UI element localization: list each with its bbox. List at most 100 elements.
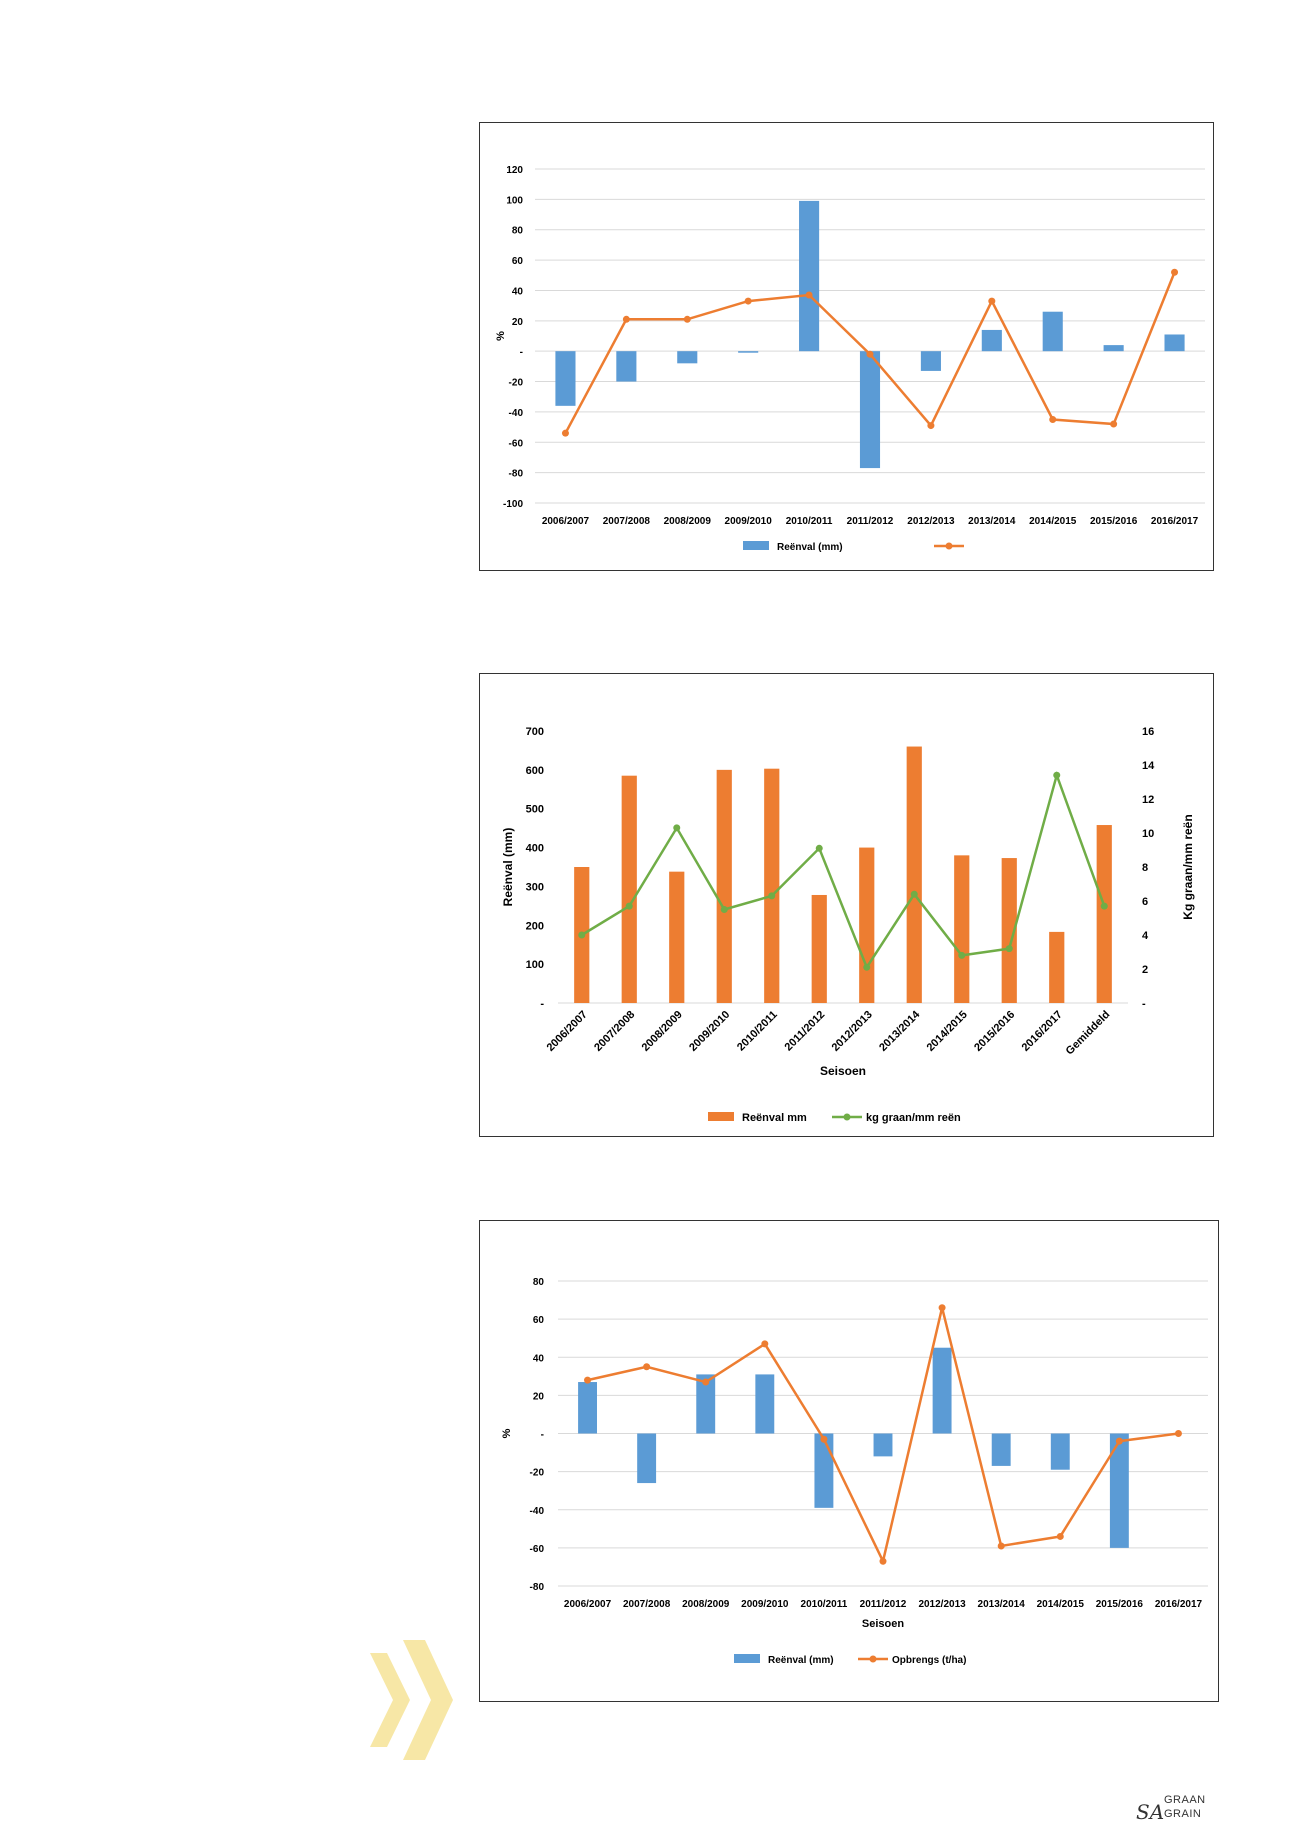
x-tick-label: 2007/2008 — [603, 516, 651, 527]
y-tick-label: -80 — [509, 469, 524, 480]
line-point — [997, 1542, 1005, 1550]
line-point — [578, 931, 586, 939]
x-tick-label: 2013/2014 — [978, 1599, 1026, 1610]
y2-tick-label: 14 — [1142, 760, 1155, 772]
chevron-decoration-icon — [370, 1640, 453, 1760]
y-tick-label: 200 — [526, 920, 544, 932]
y2-tick-label: 10 — [1142, 828, 1154, 840]
x-tick-label: 2007/2008 — [592, 1009, 637, 1054]
line-point — [720, 906, 728, 913]
sa-graan-grain-logo: SA GRAAN GRAIN — [1130, 1788, 1230, 1828]
line-point — [927, 422, 935, 430]
bar — [1164, 334, 1185, 352]
series-line — [581, 771, 1106, 971]
line-point — [958, 951, 966, 959]
bar — [696, 1374, 716, 1434]
x-tick-label: 2011/2012 — [783, 1009, 828, 1054]
bar — [555, 351, 576, 406]
line-point — [702, 1378, 710, 1386]
x-tick-label: 2006/2007 — [564, 1599, 612, 1610]
y-tick-label: -100 — [503, 499, 523, 510]
bar — [621, 775, 637, 1003]
y-tick-label: 20 — [533, 1391, 545, 1402]
bar — [764, 768, 780, 1003]
y2-tick-label: 16 — [1142, 726, 1154, 738]
legend-label: Opbrengs (t/ha) — [892, 1655, 966, 1666]
line-point — [761, 1340, 769, 1348]
legend-label: Reënval mm — [742, 1112, 807, 1124]
logo-sa-text: SA — [1136, 1800, 1165, 1824]
bar — [1050, 1433, 1070, 1470]
x-tick-label: 2006/2007 — [542, 516, 590, 527]
x-tick-label: 2010/2011 — [801, 1599, 848, 1610]
bar — [1042, 311, 1063, 352]
x-tick-label: 2016/2017 — [1020, 1009, 1065, 1054]
y-axis-title: Reënval (mm) — [501, 828, 515, 907]
y-tick-label: -80 — [530, 1582, 545, 1593]
bar — [716, 769, 732, 1003]
x-tick-label: 2010/2011 — [786, 516, 833, 527]
bar — [991, 1433, 1011, 1466]
line-point — [1174, 1430, 1182, 1437]
line-point — [805, 291, 813, 299]
line-point — [1171, 268, 1179, 276]
chart-panel-1: 120 100 80 60 40 20 - -20 -40 -60 -80 -100 2006/2007… — [479, 122, 1214, 571]
line-point — [1005, 945, 1013, 953]
chart-1: 120 100 80 60 40 20 - -20 -40 -60 -80 -100 2006/2007… — [495, 165, 1205, 553]
line-point — [988, 297, 996, 305]
legend-swatch-point — [843, 1113, 851, 1121]
y-tick-label: 60 — [533, 1315, 545, 1326]
bar — [811, 894, 827, 1003]
y-tick-label: - — [520, 347, 523, 358]
x-tick-label: 2011/2012 — [860, 1599, 907, 1610]
bar — [932, 1347, 952, 1434]
chart-3: 80 60 40 20 - -20 -40 -60 -80 2006/2007 2007/2008 2… — [501, 1277, 1208, 1666]
legend-swatch-point — [945, 542, 953, 550]
y-tick-label: 40 — [533, 1353, 545, 1364]
x-tick-label: 2015/2016 — [1096, 1599, 1144, 1610]
bar — [1103, 345, 1124, 352]
x-tick-label: 2016/2017 — [1151, 516, 1199, 527]
line-point — [863, 963, 871, 971]
legend-swatch-bar — [708, 1112, 734, 1121]
y-tick-label: 120 — [506, 165, 523, 176]
line-point — [683, 315, 691, 323]
legend-swatch-bar — [743, 541, 769, 550]
x-tick-label: 2011/2012 — [847, 516, 894, 527]
bar — [906, 746, 922, 1003]
line-point — [643, 1363, 651, 1371]
legend-label: Reënval (mm) — [777, 542, 843, 553]
line-point — [768, 892, 776, 900]
bar — [637, 1433, 657, 1484]
x-tick-label: 2007/2008 — [623, 1599, 671, 1610]
y-tick-label: -60 — [530, 1544, 545, 1555]
y-tick-label: 500 — [526, 804, 544, 816]
logo-grain-text: GRAIN — [1164, 1808, 1202, 1820]
line-point — [910, 890, 918, 898]
x-tick-label: 2014/2015 — [925, 1009, 970, 1054]
x-tick-label: 2012/2013 — [918, 1599, 966, 1610]
bar — [738, 351, 759, 353]
x-axis-title: Seisoen — [862, 1618, 904, 1630]
bar — [799, 200, 820, 352]
bar — [859, 847, 875, 1003]
bar — [616, 351, 637, 382]
bar — [1049, 931, 1065, 1003]
legend-label: kg graan/mm reën — [866, 1112, 961, 1124]
y-tick-label: -40 — [530, 1506, 545, 1517]
line-point — [866, 350, 874, 358]
line-point — [622, 315, 630, 323]
legend-swatch-bar — [734, 1654, 760, 1663]
y-tick-label: - — [541, 1430, 544, 1441]
legend-label: Reënval (mm) — [768, 1655, 834, 1666]
y-tick-label: 400 — [526, 843, 544, 855]
y2-axis-title: Kg graan/mm reën — [1181, 814, 1195, 919]
y-tick-label: -20 — [509, 378, 524, 389]
x-tick-label: 2016/2017 — [1155, 1599, 1203, 1610]
x-tick-label: 2012/2013 — [907, 516, 955, 527]
y-tick-label: 40 — [512, 286, 524, 297]
y2-tick-label: 8 — [1142, 862, 1148, 874]
x-tick-label: 2006/2007 — [545, 1009, 590, 1054]
line-point — [673, 824, 681, 832]
y-axis-title: % — [501, 1428, 513, 1438]
